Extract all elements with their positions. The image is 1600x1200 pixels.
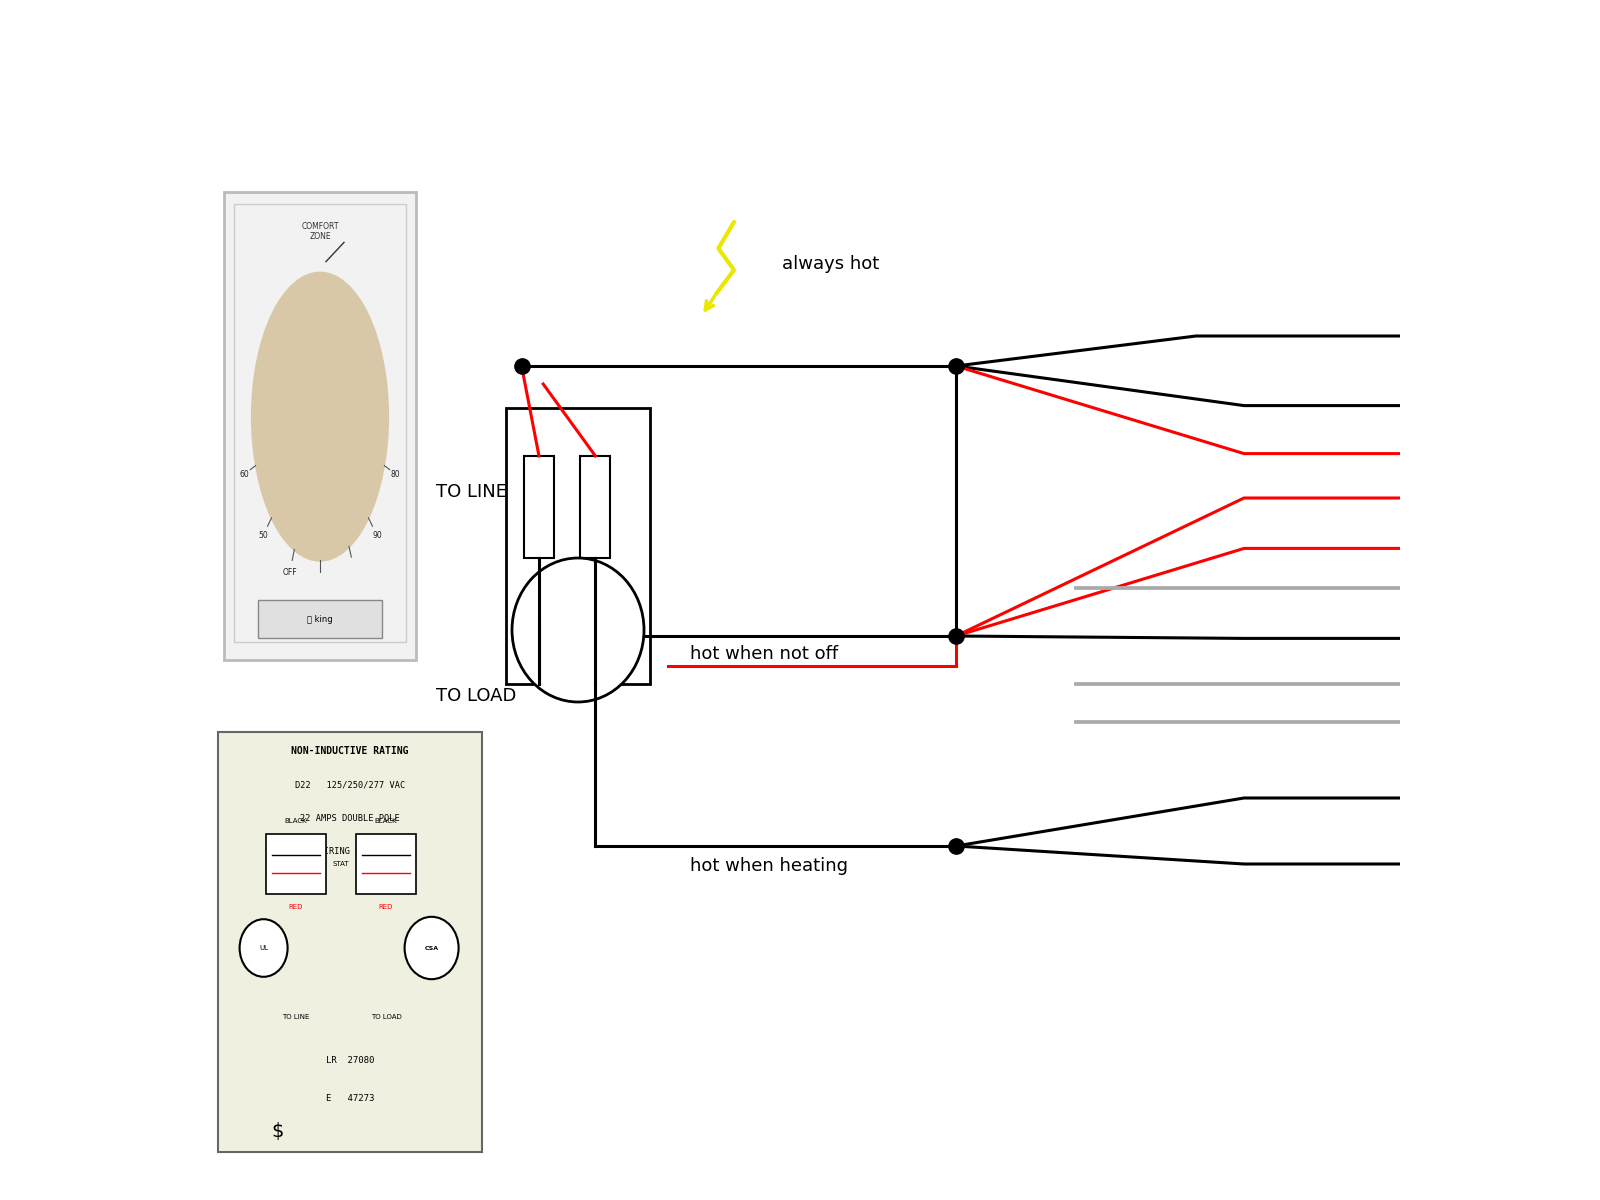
- Ellipse shape: [251, 271, 389, 562]
- Text: 80: 80: [390, 469, 400, 479]
- Text: WIRING DIAGRAM: WIRING DIAGRAM: [307, 847, 392, 857]
- Text: UL: UL: [259, 946, 269, 950]
- Bar: [234, 204, 406, 642]
- Text: hot when not off: hot when not off: [690, 646, 838, 662]
- Text: CSA: CSA: [424, 946, 438, 950]
- Bar: [218, 732, 482, 1152]
- Text: COMFORT
ZONE: COMFORT ZONE: [301, 222, 339, 241]
- Text: 👍 king: 👍 king: [307, 614, 333, 624]
- Text: BLACK: BLACK: [285, 818, 307, 824]
- Ellipse shape: [240, 919, 288, 977]
- Bar: [355, 834, 416, 894]
- Text: LR  27080: LR 27080: [326, 1056, 374, 1066]
- Text: TO LINE: TO LINE: [437, 482, 507, 502]
- Bar: [581, 456, 611, 558]
- Bar: [258, 600, 382, 638]
- Bar: [525, 456, 554, 558]
- Text: E   47273: E 47273: [326, 1094, 374, 1104]
- Text: RED: RED: [379, 904, 394, 910]
- Bar: [224, 192, 416, 660]
- Text: TO LOAD: TO LOAD: [371, 1014, 402, 1020]
- Text: 50: 50: [258, 532, 267, 540]
- Text: hot when heating: hot when heating: [690, 857, 848, 876]
- Text: TO LINE: TO LINE: [282, 1014, 310, 1020]
- Text: STAT: STAT: [333, 862, 349, 866]
- Text: BLACK: BLACK: [374, 818, 397, 824]
- Text: 90: 90: [373, 532, 382, 540]
- Text: always hot: always hot: [782, 254, 880, 272]
- Ellipse shape: [512, 558, 643, 702]
- Text: 60: 60: [240, 469, 250, 479]
- Text: NON-INDUCTIVE RATING: NON-INDUCTIVE RATING: [291, 746, 408, 756]
- Text: D22   125/250/277 VAC: D22 125/250/277 VAC: [294, 780, 405, 790]
- Text: 22 AMPS DOUBLE POLE: 22 AMPS DOUBLE POLE: [301, 814, 400, 823]
- Bar: [266, 834, 326, 894]
- Ellipse shape: [405, 917, 459, 979]
- Text: OFF: OFF: [283, 569, 298, 577]
- Bar: [506, 408, 650, 684]
- Text: RED: RED: [290, 904, 302, 910]
- Text: TO LOAD: TO LOAD: [437, 686, 517, 704]
- Text: $: $: [272, 1122, 285, 1141]
